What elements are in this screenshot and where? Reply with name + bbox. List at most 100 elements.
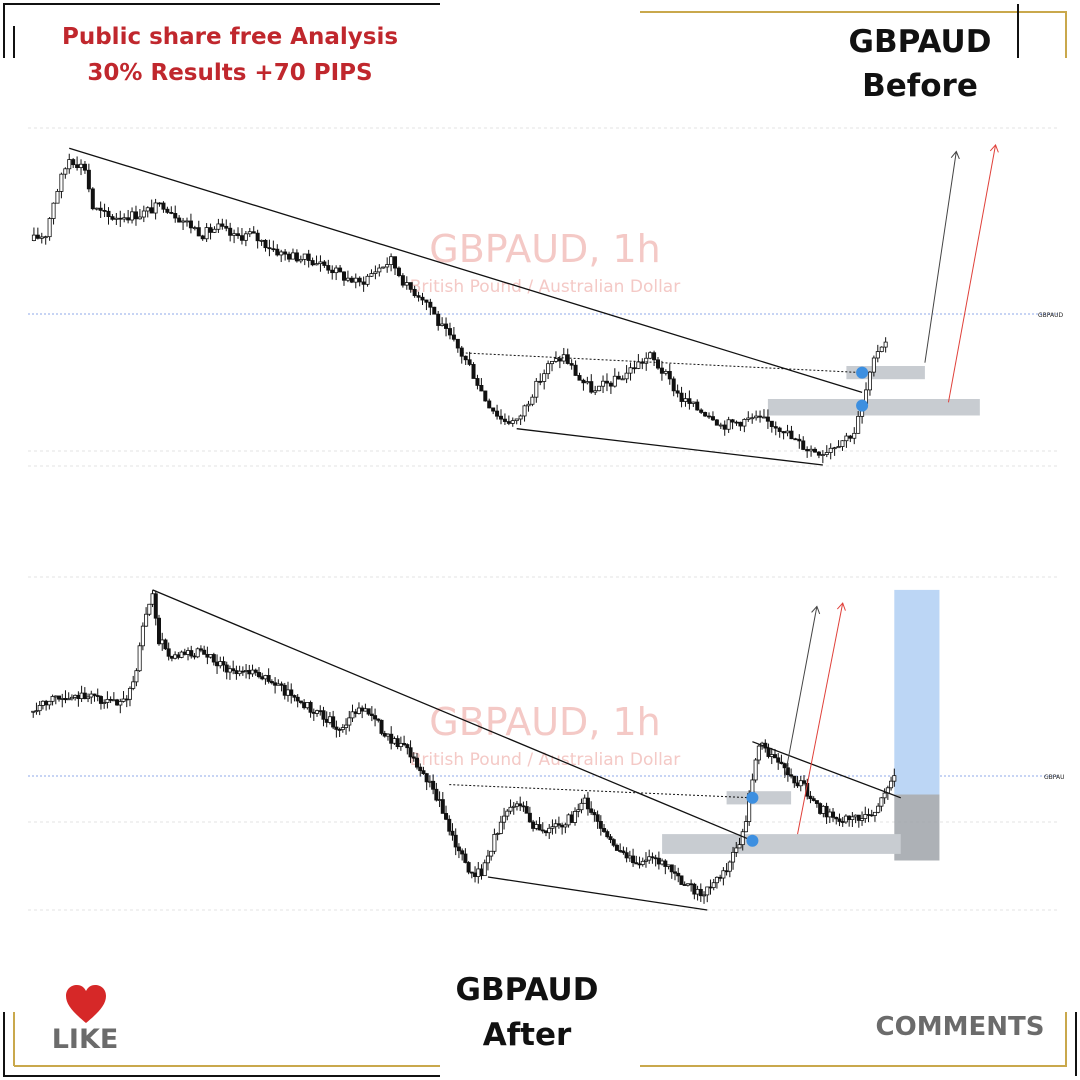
candle-body [411, 756, 416, 759]
candle-body [820, 454, 825, 456]
candle-body [163, 639, 168, 650]
candle-body [73, 694, 78, 698]
candle-body [106, 210, 111, 218]
candle-body [137, 645, 142, 672]
candle-body [86, 696, 91, 700]
candle-body [434, 788, 439, 801]
candle-body [237, 670, 242, 675]
candle-body [221, 661, 226, 666]
candle-body [758, 415, 763, 418]
candle-body [495, 833, 500, 835]
candle-body [824, 805, 829, 818]
candle-body [867, 371, 872, 391]
candle-body [663, 860, 668, 867]
candle-body [722, 424, 727, 430]
candle-body [534, 380, 539, 398]
candle-body [321, 710, 326, 720]
supply-demand-zone [726, 791, 792, 805]
candle-body [565, 354, 570, 364]
candle-body [628, 367, 633, 374]
candle-body [110, 216, 115, 220]
candle-body [557, 358, 562, 362]
candle-body [147, 603, 152, 615]
candle-body [459, 347, 464, 357]
candle-body [889, 780, 894, 789]
candle-body [195, 648, 200, 658]
candle-body [547, 827, 552, 834]
heart-icon[interactable] [64, 983, 108, 1027]
candle-body [256, 672, 261, 678]
bottom-stage-label: After [482, 1017, 572, 1053]
candle-body [102, 210, 107, 212]
candle-body [247, 231, 252, 235]
candle-body [259, 239, 264, 242]
candle-body [537, 824, 542, 831]
candle-body [550, 360, 555, 365]
candle-body [377, 267, 382, 273]
like-button-label[interactable]: LIKE [51, 1024, 119, 1055]
candle-body [115, 699, 120, 706]
candle-body [427, 780, 432, 783]
candle-body [860, 818, 865, 821]
candle-body [542, 373, 547, 382]
candle-body [69, 696, 74, 700]
candle-body [365, 275, 370, 285]
projection-arrow [947, 144, 997, 403]
candle-body [279, 683, 284, 686]
candle-body [640, 860, 645, 865]
candle-body [114, 217, 119, 220]
candle-body [347, 717, 352, 726]
candle-body [779, 761, 784, 765]
dotted-level [449, 784, 753, 799]
candle-body [482, 862, 487, 877]
candle-body [689, 883, 694, 886]
trendline [152, 589, 753, 842]
projection-arrow [784, 606, 818, 779]
candle-body [331, 716, 336, 728]
candle-body [47, 700, 52, 706]
candle-body [298, 700, 303, 703]
candle-body [671, 378, 676, 392]
candle-body [769, 754, 774, 757]
candle-body [318, 261, 323, 265]
candle-body [156, 617, 161, 645]
candle-body [327, 716, 332, 723]
candle-body [510, 420, 515, 424]
candle-body [428, 301, 433, 308]
candle-body [244, 670, 249, 672]
candle-body [792, 775, 797, 784]
candle-body [479, 385, 484, 392]
candle-body [616, 375, 621, 380]
candle-body [67, 159, 72, 170]
candle-body [530, 396, 535, 405]
candle-body [863, 814, 868, 819]
trendline [69, 147, 863, 394]
candle-body [669, 864, 674, 873]
candle-body [721, 870, 726, 879]
candle-body [793, 438, 798, 441]
candle-body [227, 668, 232, 673]
candle-body [856, 814, 861, 821]
candle-body [306, 253, 311, 261]
candle-body [444, 323, 449, 329]
candle-body [177, 217, 182, 223]
candle-body [298, 258, 303, 262]
candle-body [166, 648, 171, 657]
candle-body [79, 692, 84, 700]
candle-body [324, 718, 329, 723]
candle-body [127, 687, 132, 700]
candle-body [776, 757, 781, 763]
candle-body [581, 379, 586, 384]
candle-body [491, 407, 496, 412]
candle-body [531, 821, 536, 829]
candle-body [243, 233, 248, 241]
candle-body [228, 227, 233, 236]
candle-body [892, 775, 897, 782]
candle-body [34, 710, 39, 713]
projection-arrowhead [950, 150, 960, 160]
candle-body [876, 805, 881, 813]
candle-body [79, 163, 84, 169]
candle-body [395, 738, 400, 748]
comments-button-label[interactable]: COMMENTS [875, 1012, 1045, 1042]
candle-body [602, 828, 607, 832]
